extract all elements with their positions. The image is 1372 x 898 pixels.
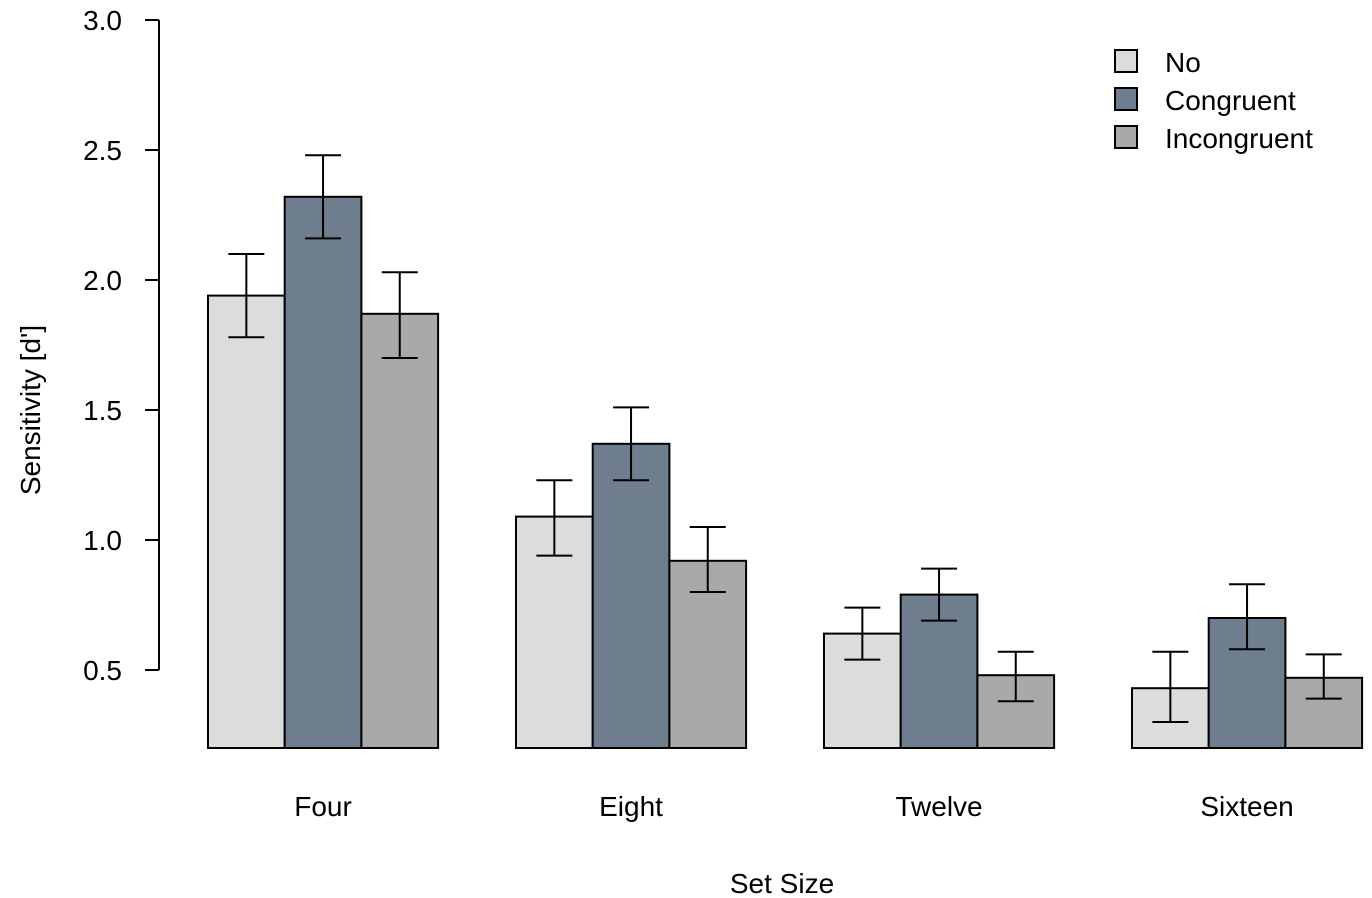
legend: No Congruent Incongruent	[1114, 47, 1313, 154]
bar-incongruent-four	[360, 312, 440, 749]
bar-congruent-eight	[591, 442, 671, 749]
y-tick-label: 2.0	[83, 265, 122, 296]
bars	[207, 195, 1364, 750]
legend-swatch-no	[1114, 49, 1138, 73]
legend-label: Incongruent	[1165, 123, 1313, 154]
legend-label: No	[1165, 47, 1201, 78]
legend-swatch-incongruent	[1114, 125, 1138, 149]
y-tick-label: 1.5	[83, 395, 122, 426]
error-bars	[228, 154, 1342, 723]
y-tick-label: 0.5	[83, 655, 122, 686]
y-axis-title: Sensitivity [d']	[15, 325, 46, 495]
bar-congruent-four	[283, 195, 363, 750]
category-label: Twelve	[895, 791, 982, 822]
bar-no-four	[207, 294, 286, 749]
category-label: Sixteen	[1200, 791, 1293, 822]
y-tick-label: 1.0	[83, 525, 122, 556]
y-tick-label: 3.0	[83, 5, 122, 36]
y-ticks: 3.0 2.5 2.0 1.5 1.0 0.5	[83, 5, 159, 686]
y-tick-label: 2.5	[83, 135, 122, 166]
category-label: Eight	[599, 791, 663, 822]
legend-swatch-congruent	[1114, 87, 1138, 111]
category-labels: Four Eight Twelve Sixteen	[294, 791, 1293, 822]
bar-incongruent-sixteen	[1284, 676, 1364, 749]
legend-label: Congruent	[1165, 85, 1296, 116]
category-label: Four	[294, 791, 352, 822]
x-axis-title: Set Size	[730, 868, 834, 898]
